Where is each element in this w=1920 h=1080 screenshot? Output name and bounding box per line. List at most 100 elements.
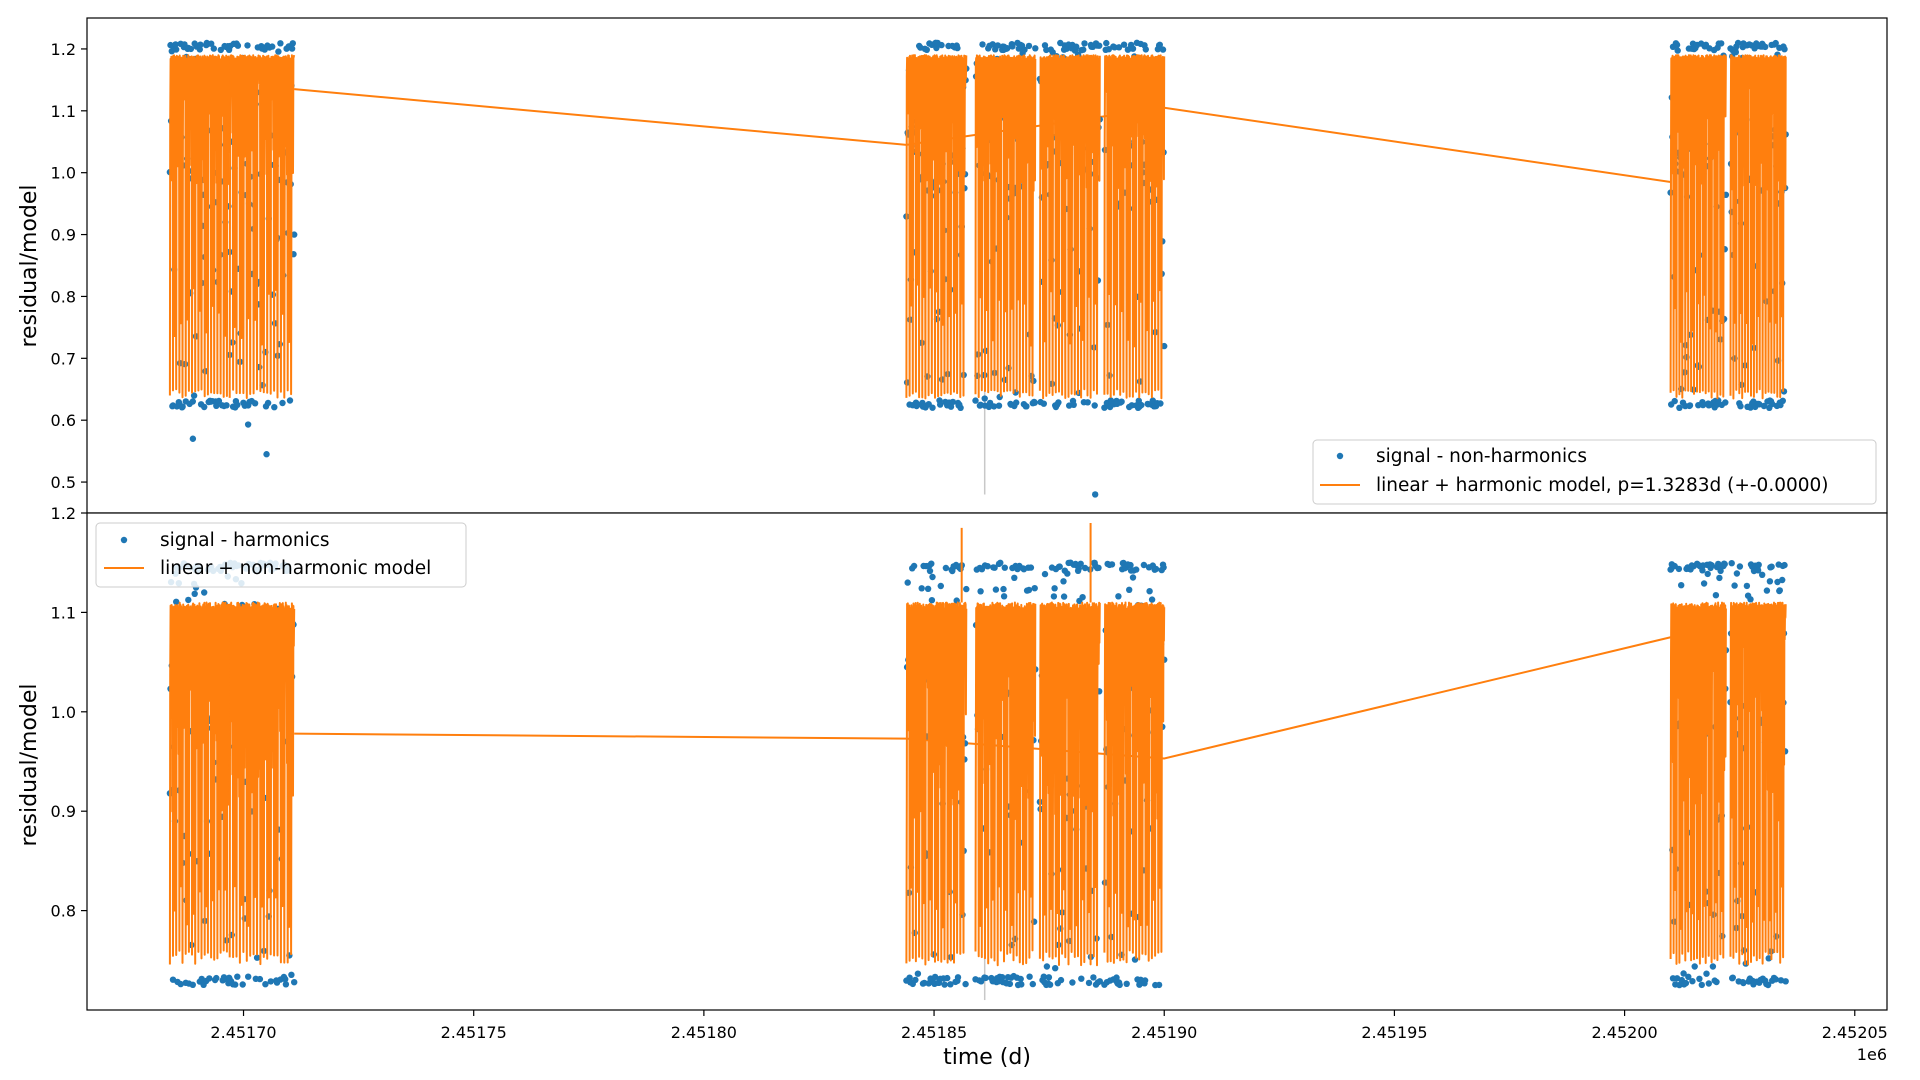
- data-point: [1779, 576, 1786, 584]
- data-point: [996, 393, 1003, 401]
- y-tick-label: 1.2: [51, 40, 76, 59]
- y-tick-label: 1.0: [51, 164, 76, 183]
- data-point: [289, 40, 296, 47]
- bottom-x-axis-label: time (d): [943, 1045, 1031, 1070]
- data-point: [191, 590, 198, 597]
- data-point: [244, 42, 251, 49]
- data-point: [1131, 956, 1139, 963]
- data-point: [1031, 399, 1038, 406]
- data-point: [972, 397, 979, 404]
- data-point: [1703, 970, 1710, 977]
- data-point: [1040, 400, 1048, 407]
- data-point: [1118, 398, 1125, 405]
- data-point: [1754, 567, 1762, 574]
- data-point: [201, 403, 208, 411]
- data-point: [929, 573, 936, 581]
- x-tick-label: 2.45185: [901, 1023, 967, 1042]
- data-point: [288, 45, 296, 52]
- data-point: [991, 564, 998, 571]
- data-point: [979, 41, 986, 48]
- data-point: [1051, 585, 1058, 592]
- top-legend-label-signal: signal - non-harmonics: [1376, 446, 1587, 467]
- data-point: [1060, 578, 1067, 585]
- data-point: [1716, 574, 1723, 582]
- data-point: [1728, 560, 1735, 567]
- data-point: [1081, 564, 1089, 572]
- data-point: [1046, 981, 1054, 988]
- data-point: [1023, 403, 1030, 410]
- data-point: [1155, 981, 1163, 989]
- bottom-legend-label-model: linear + non-harmonic model: [160, 558, 431, 579]
- data-point: [1743, 582, 1751, 590]
- data-point: [1129, 45, 1137, 52]
- data-point: [1116, 981, 1123, 989]
- data-point: [1000, 593, 1008, 600]
- data-point: [245, 973, 252, 980]
- data-point: [923, 46, 930, 53]
- data-point: [1699, 401, 1707, 409]
- data-point: [982, 974, 989, 982]
- data-point: [977, 588, 984, 595]
- data-point: [1025, 42, 1033, 50]
- x-tick-label: 2.45195: [1361, 1023, 1427, 1042]
- data-point: [1055, 399, 1062, 406]
- y-tick-label: 1.1: [51, 603, 76, 622]
- data-point: [179, 403, 186, 410]
- data-point: [1156, 41, 1164, 48]
- x-tick-label: 2.45175: [441, 1023, 507, 1042]
- data-point: [1081, 40, 1088, 47]
- data-point: [189, 981, 196, 988]
- data-point: [1043, 963, 1051, 970]
- x-tick-label: 2.45180: [671, 1023, 737, 1042]
- data-point: [1013, 399, 1020, 406]
- data-point: [989, 41, 996, 48]
- model-curve: [1103, 601, 1166, 964]
- model-curve: [1103, 54, 1166, 400]
- data-point: [177, 980, 184, 988]
- data-point: [1077, 560, 1084, 567]
- data-point: [291, 979, 298, 986]
- data-point: [904, 579, 911, 586]
- data-point: [185, 596, 192, 604]
- data-point: [962, 980, 969, 988]
- x-tick-label: 2.45200: [1592, 1023, 1658, 1042]
- data-point: [1676, 404, 1683, 411]
- bottom-y-axis-label: residual/model: [17, 683, 42, 846]
- model-curve: [905, 601, 968, 966]
- x-tick-label: 2.45170: [210, 1023, 276, 1042]
- data-point: [1138, 401, 1145, 409]
- data-point: [1698, 981, 1706, 989]
- model-curve: [1038, 54, 1101, 400]
- data-point: [1142, 46, 1150, 53]
- data-point: [1078, 975, 1085, 982]
- data-point: [1064, 570, 1071, 577]
- model-curve: [168, 54, 231, 399]
- data-point: [941, 981, 948, 988]
- data-point: [912, 976, 919, 984]
- data-point: [1060, 593, 1068, 600]
- data-point: [1018, 981, 1025, 988]
- data-point: [173, 598, 180, 605]
- data-point: [234, 42, 242, 49]
- data-point: [1764, 981, 1772, 989]
- data-point: [1760, 402, 1768, 410]
- data-point: [1763, 587, 1771, 594]
- data-point: [1691, 963, 1698, 970]
- data-point: [949, 398, 957, 406]
- data-point: [1103, 39, 1110, 47]
- data-point: [1721, 560, 1728, 568]
- data-point: [1696, 975, 1703, 982]
- bottom-x-axis-ticks: 2.45170 2.45175 2.45180 2.45185 2.45190 2.451…: [210, 1010, 1888, 1042]
- data-point: [1136, 981, 1143, 988]
- data-point: [172, 41, 179, 48]
- model-curve: [228, 601, 296, 966]
- data-point: [256, 975, 264, 983]
- data-point: [929, 404, 936, 411]
- model-curve: [905, 54, 968, 400]
- y-tick-label: 1.1: [51, 102, 76, 121]
- data-point: [251, 400, 259, 407]
- top-legend-label-model: linear + harmonic model, p=1.3283d (+-0.…: [1376, 475, 1829, 496]
- data-point: [262, 981, 269, 988]
- bottom-axes-frame: [86, 512, 1888, 1011]
